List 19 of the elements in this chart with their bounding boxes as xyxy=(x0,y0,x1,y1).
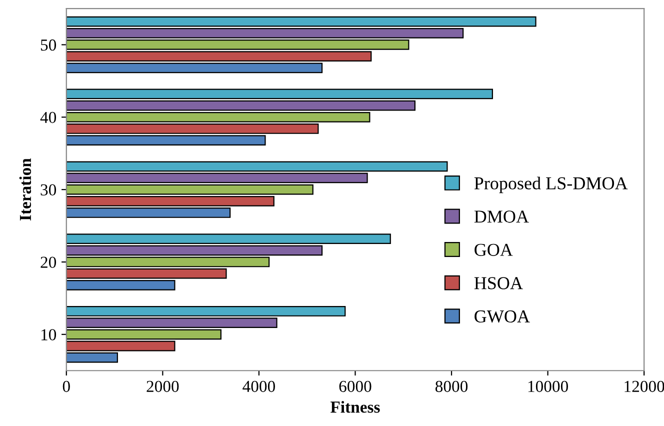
y-tick-label: 50 xyxy=(40,39,56,51)
y-tick-label: 20 xyxy=(40,256,56,268)
y-tick-label: 30 xyxy=(40,184,56,196)
y-tick-label: 40 xyxy=(40,112,56,124)
legend-label: HSOA xyxy=(474,277,523,290)
x-tick-label: 10000 xyxy=(528,380,568,392)
x-tick-label: 8000 xyxy=(435,380,468,392)
legend-label: GWOA xyxy=(474,310,530,323)
x-tick-label: 2000 xyxy=(146,380,179,392)
x-tick-label: 4000 xyxy=(242,380,275,392)
x-tick-label: 6000 xyxy=(339,380,372,392)
x-tick-label: 12000 xyxy=(624,380,664,392)
x-axis-title: Fitness xyxy=(330,401,380,413)
legend-label: Proposed LS-DMOA xyxy=(474,176,628,194)
legend-label: GOA xyxy=(474,244,513,256)
x-tick-label: 0 xyxy=(62,380,70,392)
y-axis-title: Iteration xyxy=(19,158,32,220)
y-tick-label: 10 xyxy=(41,329,56,340)
legend-label: DMOA xyxy=(474,210,529,223)
